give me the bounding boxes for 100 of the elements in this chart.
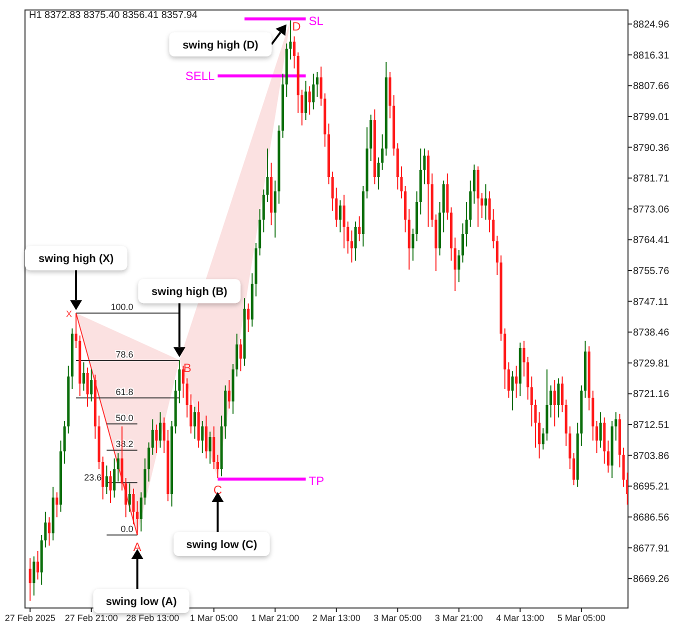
candlestick — [90, 368, 93, 402]
candlestick — [412, 228, 414, 262]
candlestick — [400, 166, 403, 199]
candlestick — [626, 472, 628, 506]
candlestick — [465, 201, 468, 247]
y-tick-label: 8712.51 — [633, 420, 670, 432]
candlestick — [480, 192, 484, 218]
annotation: swing low (A) — [106, 596, 178, 608]
candlestick — [162, 416, 166, 454]
annotation: swing low (C) — [186, 539, 258, 551]
x-tick-label: 2 Mar 13:00 — [312, 613, 360, 623]
candlestick — [266, 148, 269, 202]
candlestick — [239, 338, 242, 372]
candlestick — [338, 200, 342, 233]
y-tick-label: 8703.86 — [633, 450, 670, 462]
y-tick-label: 8755.76 — [633, 266, 670, 277]
candlestick — [354, 221, 357, 262]
candlestick — [496, 235, 498, 276]
candlestick — [116, 452, 120, 482]
candlestick — [140, 492, 142, 532]
series-label: TP — [308, 474, 324, 488]
y-tick-label: 8781.71 — [633, 174, 670, 185]
y-tick-label: 8669.26 — [633, 574, 670, 586]
candlestick — [178, 360, 181, 404]
candlestick — [148, 442, 150, 482]
candlestick — [293, 36, 296, 69]
y-tick-label: 8773.06 — [633, 204, 670, 216]
candlestick — [511, 370, 514, 411]
candlestick — [381, 134, 384, 170]
x-tick-label: 3 Mar 21:00 — [434, 613, 483, 623]
series-label: 100.0 — [110, 302, 134, 312]
candlestick — [522, 340, 526, 377]
candlestick — [335, 187, 338, 228]
candlestick — [377, 156, 380, 190]
candlestick — [606, 440, 610, 474]
candlestick — [312, 73, 315, 110]
chart-title: H1 8372.83 8375.40 8356.41 8357.94 — [29, 10, 198, 21]
candlestick — [492, 208, 495, 249]
candlestick — [320, 66, 322, 106]
candlestick — [350, 230, 353, 264]
y-tick-label: 8790.36 — [633, 142, 670, 154]
candlestick — [572, 452, 576, 486]
x-tick-label: 5 Mar 05:00 — [557, 613, 606, 623]
x-tick-label: 4 Mar 13:00 — [496, 613, 544, 623]
candlestick — [534, 399, 537, 448]
candlestick — [561, 376, 564, 413]
annotation: X — [66, 309, 72, 320]
candlestick — [105, 465, 108, 495]
candlestick — [28, 558, 32, 602]
candlestick — [109, 470, 112, 504]
series-label: 50.0 — [116, 412, 134, 423]
candlestick — [44, 511, 47, 548]
x-tick-label: 1 Mar 05:00 — [190, 613, 238, 623]
candlestick — [82, 362, 85, 392]
candlestick — [128, 482, 131, 512]
x-tick-label: 27 Feb 2025 — [4, 613, 56, 623]
y-tick-label: 8729.81 — [633, 358, 670, 370]
candlestick — [423, 148, 426, 185]
candlestick — [484, 184, 487, 220]
candlestick — [553, 380, 556, 427]
x-tick-label: 28 Feb 13:00 — [126, 613, 180, 623]
y-tick-label: 8686.56 — [633, 512, 670, 524]
candlestick — [182, 365, 185, 398]
y-tick-label: 8747.11 — [633, 296, 669, 308]
y-tick-label: 8738.46 — [633, 328, 670, 339]
candlestick — [542, 428, 544, 450]
candlestick — [488, 190, 491, 233]
y-tick-label: 8799.01 — [633, 112, 670, 123]
candlestick — [201, 420, 204, 454]
candlestick — [74, 312, 78, 348]
candlestick — [208, 431, 212, 464]
candlestick — [289, 20, 292, 60]
candlestick — [136, 500, 139, 536]
candlestick — [530, 376, 533, 427]
candlestick — [190, 394, 192, 434]
annotation: swing high (X) — [38, 253, 114, 266]
x-tick-label: 27 Feb 21:00 — [64, 613, 118, 623]
candlestick — [228, 380, 230, 410]
candlestick — [304, 80, 308, 121]
annotation: B — [183, 361, 192, 376]
series-label: 23.6 — [84, 472, 102, 483]
y-tick-label: 8695.21 — [633, 482, 670, 493]
candlestick — [308, 86, 311, 116]
series-label: SELL — [185, 68, 216, 83]
candlestick — [358, 216, 361, 242]
candlestick — [316, 71, 319, 98]
candlestick — [151, 418, 154, 456]
candlestick — [193, 406, 196, 440]
candlestick — [458, 250, 460, 283]
candlestick — [614, 412, 618, 442]
series-label: 0.0 — [120, 524, 134, 534]
candlestick — [132, 488, 135, 525]
candlestick — [342, 194, 346, 249]
candlestick — [113, 458, 116, 498]
x-tick-label: 1 Mar 21:00 — [251, 613, 300, 623]
candlestick — [550, 384, 552, 418]
y-tick-label: 8677.91 — [633, 543, 670, 554]
series-label: SL — [308, 14, 324, 28]
candlestick — [300, 89, 304, 126]
candlestick — [48, 516, 51, 546]
